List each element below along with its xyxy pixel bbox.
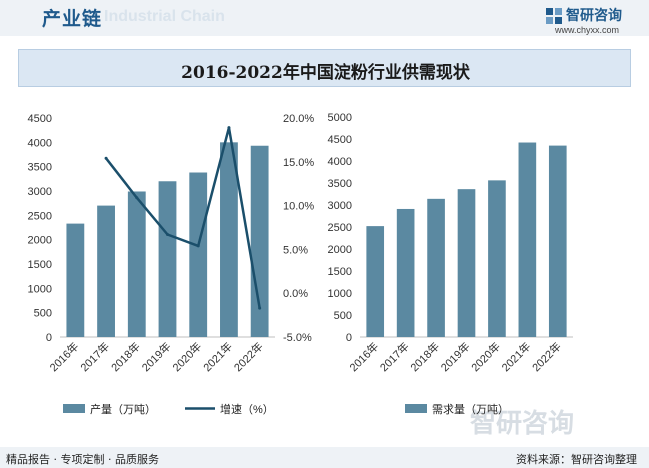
growth-point [166, 233, 169, 237]
brand-name: 智研咨询 [566, 8, 622, 24]
growth-point [258, 306, 262, 310]
header-watermark: Industrial Chain [104, 8, 225, 25]
x-tick-label: 2019年 [438, 339, 473, 374]
bar [158, 181, 177, 337]
y-tick-label: 4500 [28, 113, 52, 125]
y-tick-label: 0 [46, 332, 52, 344]
x-tick-label: 2016年 [46, 339, 81, 374]
bar [488, 180, 506, 337]
y-tick-label: 1500 [328, 266, 352, 278]
bar [127, 191, 146, 337]
section-title: 产业链 [42, 8, 103, 30]
legend-label-growth: 增速（%） [220, 402, 274, 416]
x-tick-label: 2022年 [529, 339, 564, 374]
bar [396, 208, 415, 337]
x-tick-label: 2017年 [77, 339, 112, 374]
y-tick-label: 2500 [328, 222, 352, 234]
demand-legend: 需求量（万吨） [405, 403, 509, 416]
y-tick-label: 2000 [328, 244, 352, 256]
brand-logo-icon [546, 8, 562, 24]
production-chart: 0 500 1000 1500 2000 2500 3000 3500 4000 4500 2016… [28, 113, 315, 374]
legend-label-production: 产量（万吨） [90, 402, 156, 416]
chart-title: 2016-2022年中国淀粉行业供需现状 [181, 63, 470, 83]
bar [366, 226, 385, 337]
y2-tick-label: 0.0% [283, 288, 308, 300]
y-tick-label: 500 [34, 308, 52, 320]
y-tick-label: 4000 [28, 137, 52, 149]
source-note: 资料来源：智研咨询整理 [516, 453, 637, 466]
production-legend: 产量（万吨） 增速（%） [63, 402, 274, 416]
chart-title-box: 2016-2022年中国淀粉行业供需现状 [18, 49, 631, 87]
y-tick-label: 4500 [328, 134, 352, 146]
y-tick-label: 5000 [328, 112, 352, 124]
bar [457, 189, 476, 337]
brand-url: www.chyxx.com [555, 25, 620, 35]
y-tick-label: 3500 [28, 162, 52, 174]
bar [66, 223, 85, 337]
x-tick-label: 2020年 [468, 339, 503, 374]
bar [548, 145, 567, 337]
x-tick-label: 2018年 [407, 339, 442, 374]
x-tick-label: 2022年 [231, 339, 266, 374]
x-tick-label: 2021年 [200, 339, 235, 374]
bar [189, 172, 208, 337]
y-tick-label: 3500 [328, 178, 352, 190]
charts-area: 智研咨询 0 500 1000 1500 2000 2500 3000 3500 4000 450… [28, 112, 575, 438]
y2-tick-label: 15.0% [283, 157, 314, 169]
y-tick-label: 1000 [328, 288, 352, 300]
growth-point [104, 156, 108, 160]
growth-line [105, 126, 261, 309]
legend-label-demand: 需求量（万吨） [432, 403, 509, 416]
y-tick-label: 1000 [28, 283, 52, 295]
bar [97, 205, 115, 337]
footer-bar: 精品报告 · 专项定制 · 品质服务 资料来源：智研咨询整理 [0, 447, 649, 468]
x-tick-label: 2018年 [108, 339, 143, 374]
footer-tagline: 精品报告 · 专项定制 · 品质服务 [6, 453, 159, 466]
y-tick-label: 3000 [28, 186, 52, 198]
bar [518, 142, 537, 337]
y2-tick-label: -5.0% [283, 332, 312, 344]
y2-tick-label: 5.0% [283, 244, 308, 256]
x-tick-label: 2020年 [169, 339, 204, 374]
y-tick-label: 2500 [28, 210, 52, 222]
y2-tick-label: 10.0% [283, 201, 314, 213]
y2-tick-label: 20.0% [283, 113, 314, 125]
growth-point [227, 126, 231, 130]
x-tick-label: 2021年 [498, 339, 533, 374]
bar [427, 198, 445, 337]
y-tick-label: 2000 [28, 235, 52, 247]
y-tick-label: 0 [346, 332, 352, 344]
brand-watermark: 智研咨询 [470, 408, 574, 438]
x-tick-label: 2019年 [139, 339, 174, 374]
y-tick-label: 4000 [328, 156, 352, 168]
legend-swatch-production [63, 404, 85, 413]
demand-chart: 0 500 1000 1500 2000 2500 3000 3500 4000 4500 5000… [328, 112, 573, 374]
header-bar: Industrial Chain 产业链 智研咨询 www.chyxx.com [0, 0, 649, 36]
x-tick-label: 2017年 [377, 339, 412, 374]
bar [220, 142, 238, 337]
growth-point [196, 244, 200, 248]
growth-point [135, 196, 139, 200]
x-tick-label: 2016年 [346, 339, 381, 374]
y-tick-label: 500 [334, 310, 352, 322]
y-tick-label: 1500 [28, 259, 52, 271]
legend-swatch-demand [405, 404, 427, 413]
y-tick-label: 3000 [328, 200, 352, 212]
